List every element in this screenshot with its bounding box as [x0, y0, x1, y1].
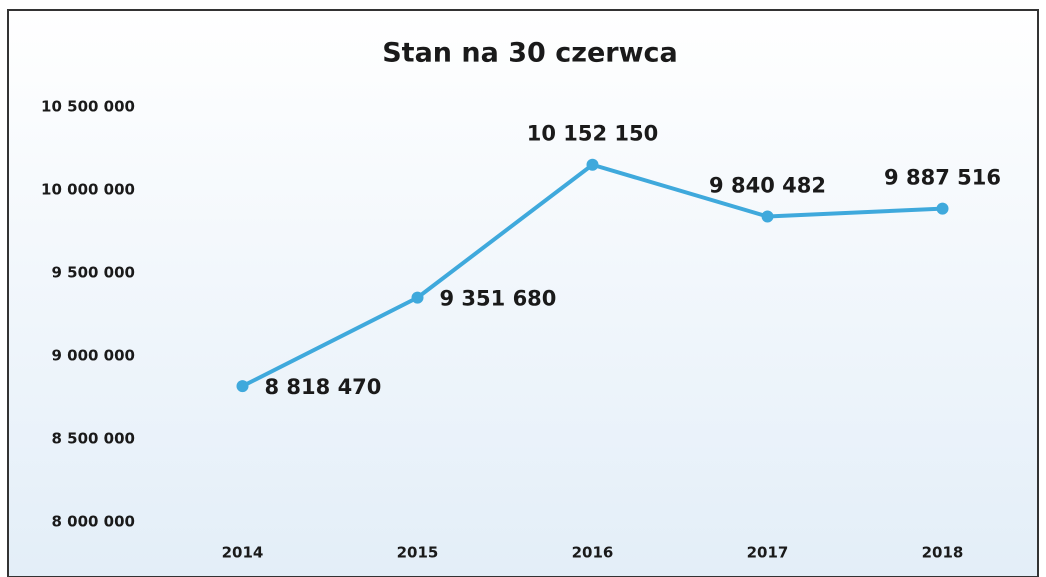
data-label: 8 818 470 [265, 375, 382, 399]
chart-title: Stan na 30 czerwca [382, 38, 678, 69]
data-label: 9 887 516 [884, 166, 1001, 190]
marker [936, 202, 949, 215]
marker [411, 291, 424, 304]
y-tick-label: 9 000 000 [51, 347, 135, 365]
x-tick-label: 2018 [922, 544, 964, 562]
y-tick-label: 10 500 000 [41, 98, 135, 116]
chart-frame [7, 9, 1039, 577]
marker [236, 380, 249, 393]
y-tick-label: 9 500 000 [51, 264, 135, 282]
data-label: 9 351 680 [440, 287, 557, 311]
marker [761, 210, 774, 223]
x-tick-label: 2016 [572, 544, 614, 562]
marker [586, 158, 599, 171]
y-tick-label: 8 500 000 [51, 430, 135, 448]
x-tick-label: 2017 [747, 544, 789, 562]
data-label: 9 840 482 [709, 173, 826, 197]
y-tick-label: 8 000 000 [51, 513, 135, 531]
data-label: 10 152 150 [527, 122, 659, 146]
x-tick-label: 2014 [222, 544, 264, 562]
y-tick-label: 10 000 000 [41, 181, 135, 199]
x-tick-label: 2015 [397, 544, 439, 562]
